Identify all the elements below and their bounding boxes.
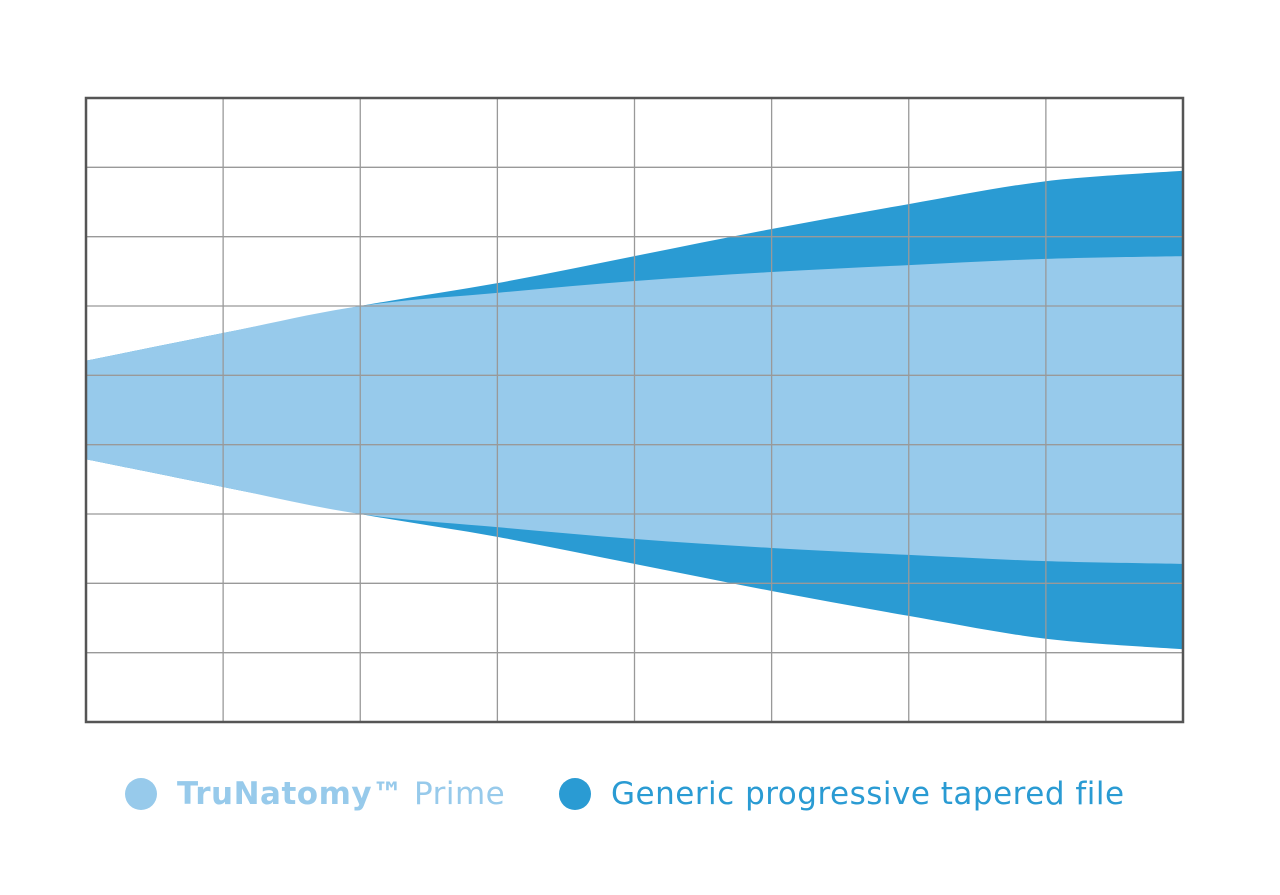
legend-brand: TruNatomy™ — [177, 776, 404, 812]
legend-label: Generic progressive tapered file — [611, 776, 1125, 812]
legend-item-trunatomy-prime: TruNatomy™ Prime — [125, 772, 505, 816]
plot-border — [84, 96, 1185, 724]
legend-swatch-light-blue — [125, 778, 157, 810]
legend-product: Prime — [403, 776, 506, 812]
legend-label: TruNatomy™ Prime — [177, 776, 505, 812]
legend: TruNatomy™ Prime Generic progressive tap… — [0, 772, 1280, 816]
grid-layer — [86, 98, 1183, 722]
legend-item-generic-file: Generic progressive tapered file — [559, 772, 1125, 816]
legend-swatch-dark-blue — [559, 778, 591, 810]
